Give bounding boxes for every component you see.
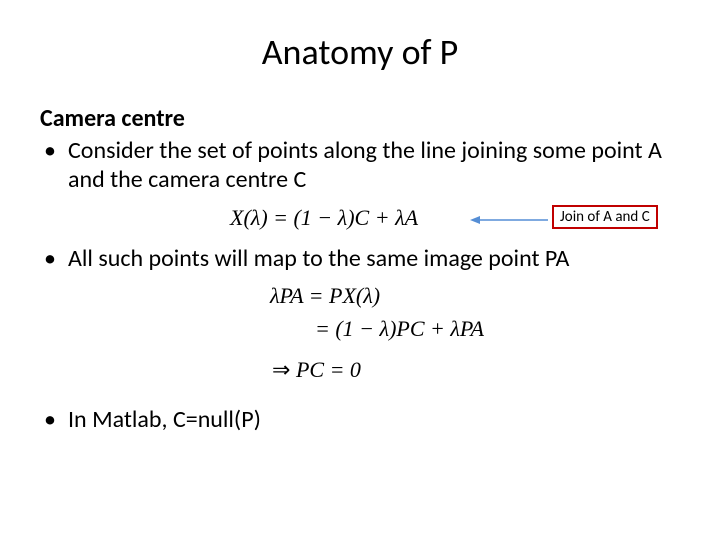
subheading-camera-centre: Camera centre bbox=[40, 104, 680, 133]
arrow-icon bbox=[470, 213, 550, 227]
equation-block: λPA = PX(λ) = (1 − λ)PC + λPA ⇒ PC = 0 bbox=[40, 279, 680, 386]
bullet-marker: • bbox=[40, 137, 68, 195]
eq-line-3: ⇒ PC = 0 bbox=[40, 353, 680, 386]
bullet-2: • All such points will map to the same i… bbox=[40, 245, 680, 274]
bullet-3: • In Matlab, C=null(P) bbox=[40, 406, 680, 435]
bullet-1: • Consider the set of points along the l… bbox=[40, 137, 680, 195]
bullet-marker: • bbox=[40, 406, 68, 435]
slide-body: Anatomy of P Camera centre • Consider th… bbox=[0, 0, 720, 461]
bullet-1-text: Consider the set of points along the lin… bbox=[68, 137, 680, 195]
eq-line-2: = (1 − λ)PC + λPA bbox=[40, 312, 680, 345]
bullet-2-text: All such points will map to the same ima… bbox=[68, 245, 680, 274]
slide-title: Anatomy of P bbox=[40, 30, 680, 74]
bullet-3-text: In Matlab, C=null(P) bbox=[68, 406, 680, 435]
formula-x-lambda: X(λ) = (1 − λ)C + λA bbox=[230, 205, 418, 231]
annotation-join: Join of A and C bbox=[552, 205, 658, 229]
formula-row-1: X(λ) = (1 − λ)C + λA Join of A and C bbox=[40, 201, 680, 235]
eq-line-1: λPA = PX(λ) bbox=[40, 279, 680, 312]
bullet-marker: • bbox=[40, 245, 68, 274]
